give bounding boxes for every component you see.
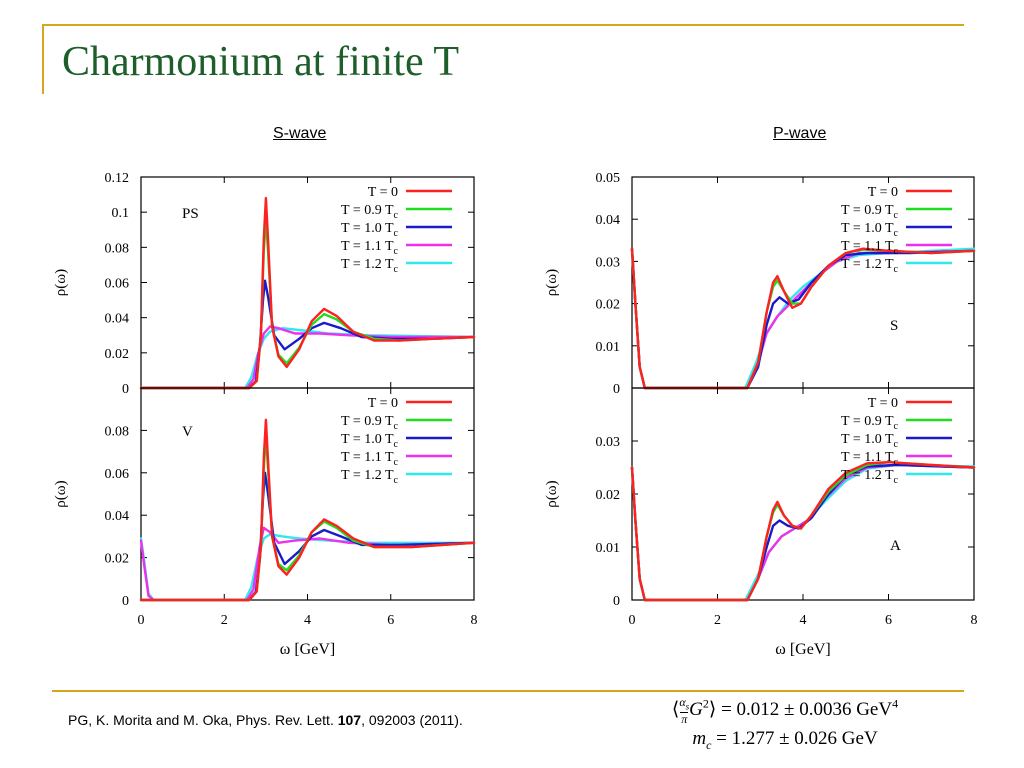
x-tick-label: 0 [138,613,145,628]
charm-mass-formula: mc = 1.277 ± 0.026 GeV [692,728,878,752]
legend-entry-label: T = 0.9 Tc [341,203,399,221]
y-axis-label: ρ(ω) [544,480,560,507]
series-line [630,247,976,390]
y-tick-label: 0.08 [105,424,130,439]
x-tick-label: 8 [471,613,478,628]
x-tick-label: 2 [221,613,228,628]
series-line [630,247,976,390]
legend-entry-label: T = 0 [368,396,398,411]
citation-volume: 107 [337,712,362,728]
legend-entry-label: T = 1.0 Tc [841,221,899,239]
y-tick-label: 0.04 [105,509,130,524]
series-line [630,461,976,602]
series-line [139,471,476,602]
y-tick-label: 0 [613,594,620,609]
y-tick-label: 0.1 [112,206,130,221]
gluon-condensate-formula: ⟨αs π G2⟩ = 0.012 ± 0.0036 GeV4 [671,695,899,727]
y-tick-label: 0.12 [105,171,130,186]
legend-entry-label: T = 0 [868,185,898,200]
panel-label: PS [182,206,199,222]
x-tick-label: 2 [714,613,721,628]
legend-entry-label: T = 0.9 Tc [841,203,899,221]
panel-label: S [890,318,898,334]
y-axis-label: ρ(ω) [544,269,560,296]
y-tick-label: 0.03 [596,435,621,450]
y-axis-label: ρ(ω) [53,269,69,296]
legend-entry-label: T = 1.2 Tc [341,257,399,275]
y-tick-label: 0.06 [105,277,130,292]
series-line [630,461,976,602]
legend-entry-label: T = 1.1 Tc [341,239,399,257]
chart-panel-s: 0 0.01 0.02 0.03 0.04 0.05 ρ(ω) S T = 0 T = 0.9 T… [544,171,976,397]
legend-entry-label: T = 0 [368,185,398,200]
legend-entry-label: T = 1.2 Tc [341,468,399,486]
condensate-value: = 0.012 ± 0.0036 GeV [721,699,893,721]
legend-entry-label: T = 1.0 Tc [341,221,399,239]
y-tick-label: 0.06 [105,467,130,482]
swave-heading: S-wave [273,125,327,142]
series-line [630,463,976,602]
citation-rest: , 092003 (2011). [361,712,463,728]
legend-entry-label: T = 1.1 Tc [841,450,899,468]
legend-entry-label: T = 0 [868,396,898,411]
title-accent-rule-left [42,24,44,94]
y-tick-label: 0 [122,382,129,397]
legend-entry-label: T = 1.0 Tc [841,432,899,450]
citation-authors: PG, K. Morita and M. Oka, Phys. Rev. Let… [68,712,338,728]
y-tick-label: 0.01 [596,340,621,355]
y-tick-label: 0.02 [105,552,130,567]
series-line [139,418,476,602]
slide-title: Charmonium at finite T [62,39,459,85]
x-tick-label: 4 [800,613,807,628]
y-tick-label: 0.04 [596,213,621,228]
citation: PG, K. Morita and M. Oka, Phys. Rev. Let… [68,712,463,728]
legend-entry-label: T = 0.9 Tc [841,414,899,432]
x-tick-label: 4 [304,613,311,628]
y-tick-label: 0.02 [596,298,621,313]
series-line [630,247,976,390]
y-tick-label: 0.02 [596,488,621,503]
series-line [139,433,476,602]
x-tick-label: 8 [971,613,978,628]
series-line [139,196,476,390]
x-tick-label: 0 [629,613,636,628]
series-line [630,463,976,602]
y-tick-label: 0.08 [105,241,130,256]
legend-entry-label: T = 1.2 Tc [841,468,899,486]
chart-panel-a: 0 0.01 0.02 0.03 0 2 4 6 8 ρ(ω) ω [GeV] A T = 0 T = 0… [544,387,978,658]
condensate-unit-exponent: 4 [892,696,899,711]
panel-label: A [890,538,901,554]
x-tick-label: 6 [387,613,394,628]
series-line [630,463,976,602]
y-tick-label: 0.04 [105,312,130,327]
legend-entry-label: T = 1.0 Tc [341,432,399,450]
chart-panel-v: 0 0.02 0.04 0.06 0.08 0 2 4 6 8 ρ(ω) ω [GeV] V T = 0 T… [53,387,478,658]
title-accent-rule-top [42,24,964,26]
y-tick-label: 0.02 [105,347,130,362]
panel-label: V [182,424,193,440]
y-tick-label: 0.01 [596,541,621,556]
x-axis-label: ω [GeV] [280,641,335,658]
y-axis-label: ρ(ω) [53,480,69,507]
series-line [630,247,976,390]
y-tick-label: 0 [613,382,620,397]
legend-entry-label: T = 1.2 Tc [841,257,899,275]
footer-rule [52,690,964,692]
charm-mass-value: = 1.277 ± 0.026 GeV [716,728,878,749]
legend-entry-label: T = 0.9 Tc [341,414,399,432]
y-tick-label: 0 [122,594,129,609]
chart-panel-ps: 0 0.02 0.04 0.06 0.08 0.1 0.12 ρ(ω) PS T = 0 T = 0… [53,171,476,397]
legend-entry-label: T = 1.1 Tc [341,450,399,468]
pwave-heading: P-wave [773,125,827,142]
series-line [139,526,476,602]
x-tick-label: 6 [885,613,892,628]
y-tick-label: 0.03 [596,255,621,270]
series-line [630,247,976,390]
legend-entry-label: T = 1.1 Tc [841,239,899,257]
charts-canvas: 0 0.02 0.04 0.06 0.08 0.1 0.12 ρ(ω) PS T = 0 T = 0… [53,171,978,658]
y-tick-label: 0.05 [596,171,621,186]
x-axis-label: ω [GeV] [775,641,830,658]
